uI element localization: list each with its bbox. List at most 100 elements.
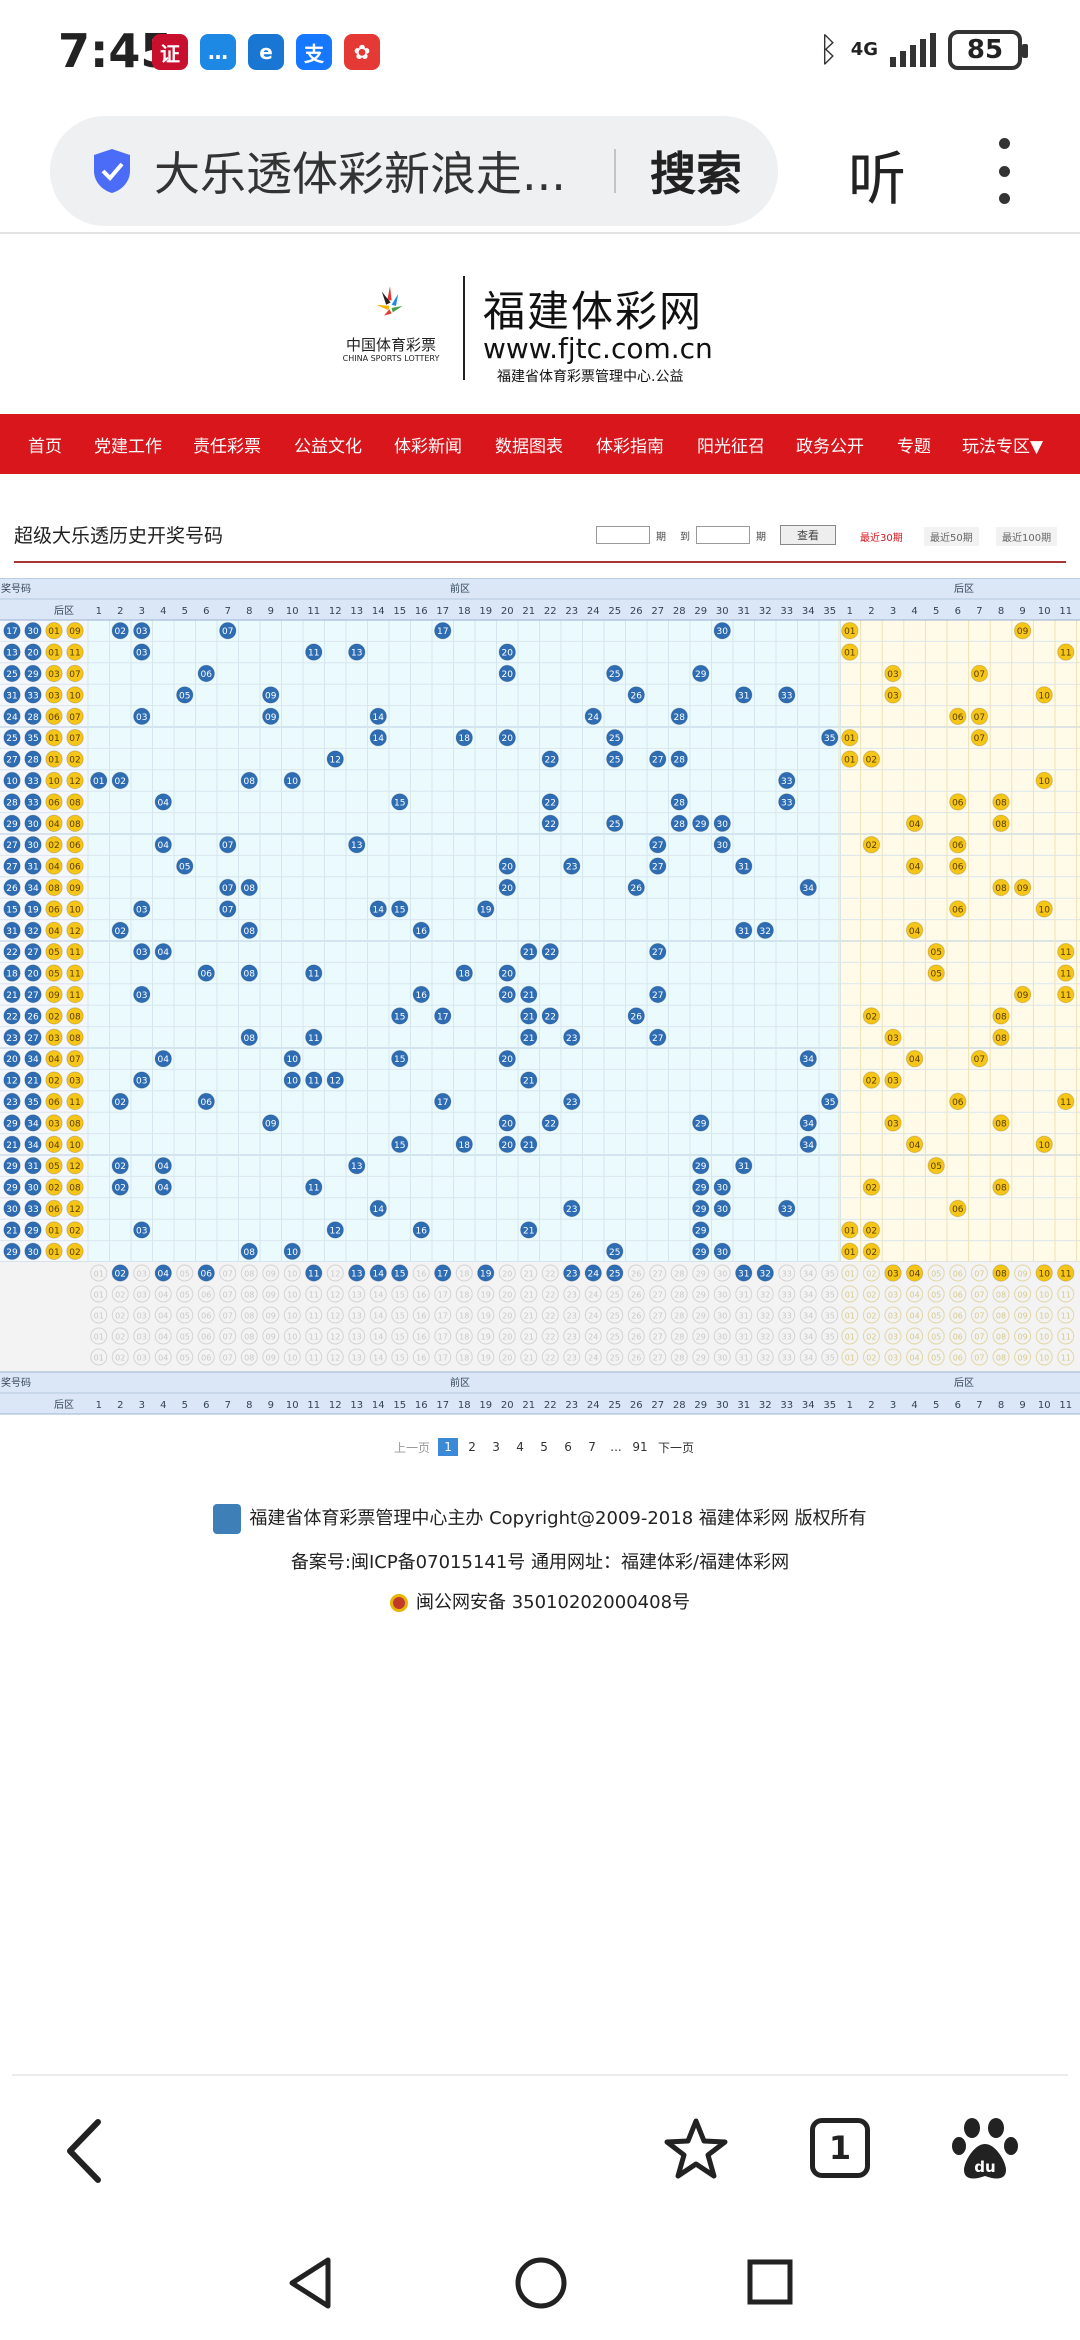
history-front-ball-label: 35 xyxy=(27,1098,38,1108)
history-front-ball xyxy=(24,1114,42,1132)
nav-item-3[interactable]: 公益文化 xyxy=(294,437,362,457)
page-link-5[interactable]: 5 xyxy=(540,1440,548,1454)
front-ball xyxy=(262,686,280,704)
summary-empty-ball xyxy=(412,1264,430,1282)
system-home-icon[interactable] xyxy=(514,2256,568,2310)
back-ball xyxy=(1035,771,1053,790)
nav-item-1[interactable]: 党建工作 xyxy=(94,437,162,457)
period-label-2: 期 xyxy=(756,531,766,543)
front-ball xyxy=(713,1199,731,1218)
more-menu-icon[interactable] xyxy=(996,138,1012,204)
address-bar[interactable]: 大乐透体彩新浪走... 搜索 xyxy=(50,116,778,226)
nav-item-5[interactable]: 数据图表 xyxy=(495,437,563,457)
back-ball xyxy=(862,750,881,768)
front-ball-label: 26 xyxy=(631,884,643,894)
view-button[interactable]: 查看 xyxy=(780,525,836,545)
listen-button[interactable]: 听 xyxy=(848,145,907,213)
range-50-option[interactable]: 最近50期 xyxy=(924,527,979,546)
range-100-option[interactable]: 最近100期 xyxy=(996,527,1058,546)
front-ball-label: 30 xyxy=(717,627,729,637)
history-front-ball-label: 27 xyxy=(6,756,17,766)
back-ball-label: 10 xyxy=(1038,777,1050,787)
baidu-paw-icon[interactable]: du xyxy=(952,2114,1018,2184)
summary-empty-ball-label: 30 xyxy=(717,1354,727,1363)
page-link-3[interactable]: 3 xyxy=(492,1440,500,1454)
history-back-ball-label: 06 xyxy=(48,798,60,808)
back-icon[interactable] xyxy=(60,2116,108,2186)
favorite-star-icon[interactable] xyxy=(662,2116,730,2184)
front-ball xyxy=(670,793,688,811)
system-back-icon[interactable] xyxy=(286,2256,336,2310)
summary-front-ball xyxy=(154,1264,172,1282)
history-front-ball xyxy=(3,1242,21,1260)
nav-item-8[interactable]: 政务公开 xyxy=(796,437,864,457)
summary-empty-ball xyxy=(455,1327,473,1345)
history-back-ball-label: 12 xyxy=(69,777,80,787)
page-link-1[interactable]: 1 xyxy=(438,1438,459,1456)
range-30-option[interactable]: 最近30期 xyxy=(860,533,903,544)
summary-empty-ball-label: 21 xyxy=(524,1291,534,1300)
back-ball-label: 11 xyxy=(1060,991,1071,1001)
back-ball xyxy=(970,729,989,747)
front-ball-label: 22 xyxy=(545,798,556,808)
front-ball-label: 33 xyxy=(781,1205,792,1215)
summary-empty-ball-label: 14 xyxy=(373,1312,383,1321)
summary-empty-ball-label: 13 xyxy=(352,1291,362,1300)
nav-item-6[interactable]: 体彩指南 xyxy=(596,437,664,457)
page-link-7[interactable]: 7 xyxy=(588,1440,596,1454)
tabs-button[interactable]: 1 xyxy=(810,2118,870,2178)
summary-empty-ball-label: 11 xyxy=(1061,1291,1071,1300)
summary-empty-ball-label: 32 xyxy=(760,1354,770,1363)
history-front-ball xyxy=(24,857,42,875)
header-front-number: 15 xyxy=(393,606,406,617)
front-ball-label: 13 xyxy=(351,1162,362,1172)
summary-empty-ball-label: 06 xyxy=(201,1354,211,1363)
header-front-number: 17 xyxy=(436,606,449,617)
page-link-6[interactable]: 6 xyxy=(564,1440,572,1454)
nav-item-9[interactable]: 专题 xyxy=(897,437,931,457)
front-ball xyxy=(692,814,710,833)
front-ball xyxy=(240,1028,258,1046)
summary-empty-ball xyxy=(1057,1348,1075,1366)
page-link-last[interactable]: 91 xyxy=(632,1440,648,1454)
header-front-number: 7 xyxy=(225,1400,231,1411)
page-link-2[interactable]: 2 xyxy=(468,1440,476,1454)
front-ball xyxy=(133,707,151,726)
nav-item-2[interactable]: 责任彩票 xyxy=(193,437,261,457)
start-period-input[interactable] xyxy=(596,526,650,544)
front-ball xyxy=(692,1157,710,1175)
front-ball xyxy=(283,1050,301,1068)
nav-item-0[interactable]: 首页 xyxy=(28,437,62,457)
back-ball-label: 10 xyxy=(1038,905,1050,915)
front-ball-label: 15 xyxy=(394,905,405,915)
prev-page-link[interactable]: 上一页 xyxy=(394,1440,431,1455)
page-link-4[interactable]: 4 xyxy=(516,1440,524,1454)
end-period-input[interactable] xyxy=(696,526,750,544)
history-front-ball-label: 21 xyxy=(6,1226,17,1236)
history-front-ball-label: 31 xyxy=(6,927,17,937)
summary-empty-ball xyxy=(778,1264,796,1282)
search-button[interactable]: 搜索 xyxy=(650,147,742,201)
front-ball-label: 21 xyxy=(523,1226,534,1236)
summary-empty-ball xyxy=(862,1306,880,1324)
front-ball-label: 30 xyxy=(717,1248,729,1258)
front-ball-label: 29 xyxy=(695,1119,707,1129)
summary-front-ball-label: 14 xyxy=(373,1270,385,1280)
summary-empty-ball-label: 08 xyxy=(996,1291,1006,1300)
history-front-ball xyxy=(3,1071,21,1089)
history-front-ball-label: 30 xyxy=(27,1248,39,1258)
nav-item-4[interactable]: 体彩新闻 xyxy=(394,437,462,457)
summary-empty-ball xyxy=(520,1264,538,1282)
nav-item-10[interactable]: 玩法专区▼ xyxy=(962,437,1044,457)
nav-item-7[interactable]: 阳光征召 xyxy=(697,437,765,457)
system-recents-icon[interactable] xyxy=(746,2258,794,2306)
summary-empty-ball xyxy=(1057,1285,1075,1303)
front-ball xyxy=(627,686,645,704)
history-front-ball xyxy=(3,707,21,726)
address-text[interactable]: 大乐透体彩新浪走... xyxy=(154,147,566,201)
summary-empty-ball xyxy=(305,1327,323,1345)
summary-empty-ball xyxy=(735,1306,753,1324)
front-ball xyxy=(498,985,516,1004)
back-ball-label: 02 xyxy=(866,1184,877,1194)
next-page-link[interactable]: 下一页 xyxy=(658,1440,695,1455)
